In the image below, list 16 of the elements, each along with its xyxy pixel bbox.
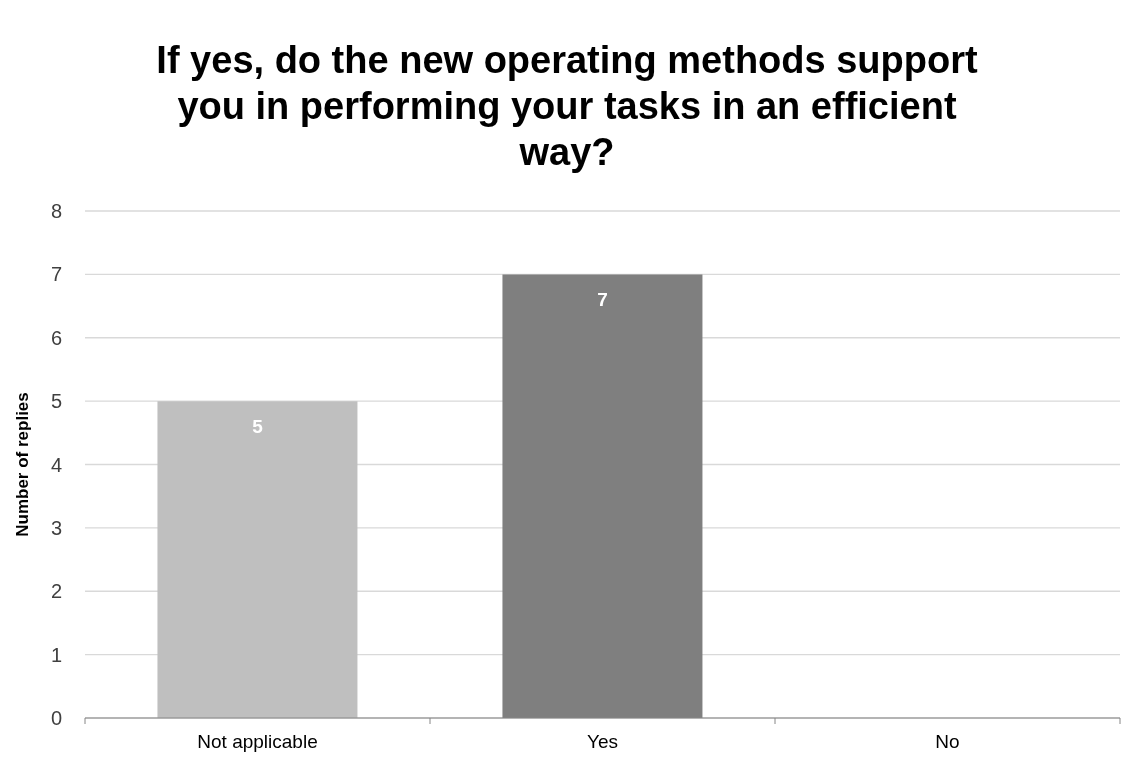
x-tick-label: No <box>935 731 960 752</box>
y-tick-label: 8 <box>50 200 62 223</box>
y-tick-label: 1 <box>50 643 62 666</box>
y-tick-label: 3 <box>50 516 62 539</box>
x-tick-label: Yes <box>587 731 618 752</box>
data-label: 7 <box>597 288 608 310</box>
chart-title: If yes, do the new operating methods support you in performing your tasks in an efficient way? <box>155 38 979 175</box>
y-axis-title: Number of replies <box>12 392 32 537</box>
y-tick-label: 6 <box>50 326 62 349</box>
data-label: 5 <box>252 415 264 437</box>
y-tick-label: 0 <box>50 707 62 730</box>
x-tick-label: Not applicable <box>197 731 318 752</box>
y-tick-label: 7 <box>50 263 62 286</box>
y-tick-label: 2 <box>50 580 62 603</box>
y-tick-label: 4 <box>50 453 62 476</box>
y-tick-label: 5 <box>50 390 62 413</box>
